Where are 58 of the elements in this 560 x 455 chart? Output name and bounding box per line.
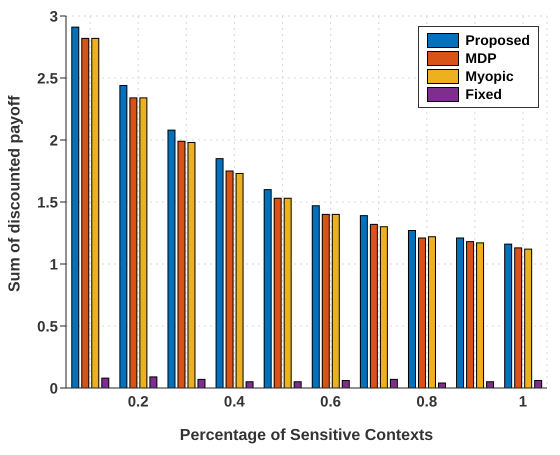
y-tick-label: 3: [50, 8, 58, 26]
bar: [476, 242, 484, 388]
bar: [486, 381, 494, 388]
y-tick-label: 0: [50, 380, 58, 398]
bar: [216, 158, 224, 388]
bar: [360, 215, 368, 388]
bar: [418, 237, 426, 388]
bar: [246, 381, 254, 388]
bar: [428, 236, 436, 388]
y-tick-label: 2: [50, 132, 58, 150]
x-tick-label: 0.6: [320, 394, 341, 411]
bar: [332, 214, 340, 388]
bar: [101, 378, 110, 388]
bar: [294, 381, 302, 388]
bar: [264, 189, 272, 388]
bar: [119, 84, 128, 388]
bar: [81, 38, 90, 388]
bar: [438, 382, 446, 388]
bar: [91, 38, 100, 388]
bar: [226, 170, 234, 388]
y-tick-label: 1.5: [37, 194, 58, 212]
y-tick-label: 0.5: [37, 318, 58, 336]
bar: [504, 244, 512, 388]
bar: [514, 247, 522, 388]
legend-label: Proposed: [465, 31, 530, 49]
bar: [129, 97, 138, 388]
bar: [167, 130, 176, 388]
x-axis-title: Percentage of Sensitive Contexts: [180, 427, 434, 444]
bar: [342, 380, 350, 388]
bar: [149, 376, 158, 388]
bar: [456, 237, 464, 388]
bar: [390, 378, 398, 388]
bar: [274, 198, 282, 388]
bar: [177, 140, 186, 388]
bar: [534, 380, 542, 388]
bar: [71, 26, 80, 388]
legend-label: Myopic: [465, 67, 514, 85]
bar: [322, 214, 330, 388]
x-tick-label: 1: [518, 394, 528, 411]
bar: [139, 97, 148, 388]
bar: [197, 378, 206, 388]
y-axis-title: Sum of discounted payoff: [6, 94, 24, 292]
bar: [408, 230, 416, 388]
y-tick-label: 1: [50, 256, 58, 274]
y-tick-label: 2.5: [37, 70, 58, 88]
bar: [312, 205, 320, 388]
bar: [524, 248, 532, 388]
x-tick-label: 0.2: [128, 394, 149, 411]
bar: [284, 198, 292, 388]
bar: [380, 226, 388, 388]
legend-label: Fixed: [465, 85, 502, 103]
legend-label: MDP: [465, 49, 497, 67]
bar: [187, 142, 196, 388]
x-tick-label: 0.8: [416, 394, 438, 411]
bar: [236, 172, 244, 388]
bar: [466, 241, 474, 388]
x-tick-label: 0.4: [224, 394, 246, 411]
bar: [370, 224, 378, 388]
